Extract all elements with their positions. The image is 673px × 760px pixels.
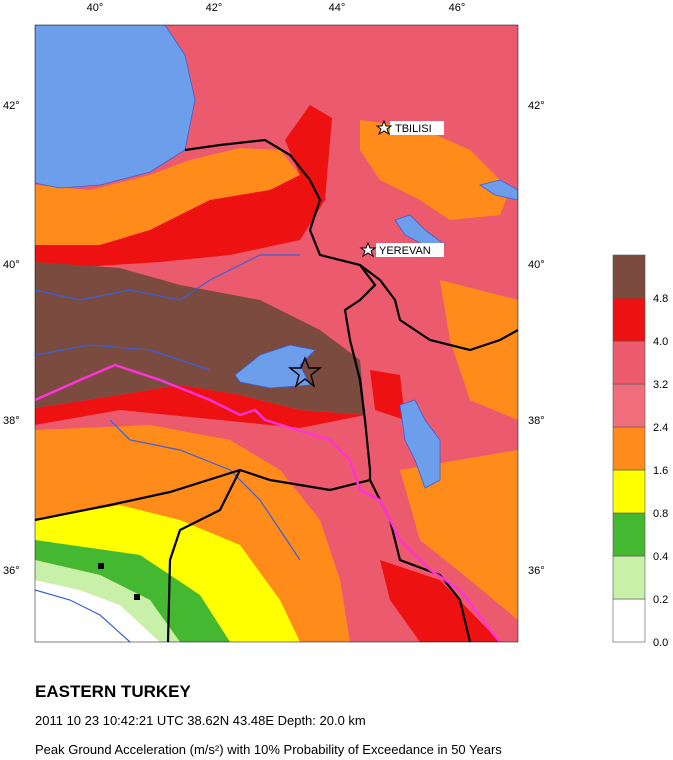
caption-event: 2011 10 23 10:42:21 UTC 38.62N 43.48E De… [35, 713, 366, 728]
legend-label: 0.4 [653, 551, 668, 563]
legend-label: 0.0 [653, 637, 668, 649]
legend-label: 2.4 [653, 422, 668, 434]
lat-label: 42° [528, 100, 545, 112]
river [35, 344, 211, 371]
black-sea [35, 25, 196, 189]
zone [360, 120, 510, 220]
lon-label: 46° [449, 2, 466, 14]
label-box [390, 121, 444, 135]
legend-swatch [612, 254, 646, 299]
legend-swatch [612, 426, 646, 471]
border [166, 469, 241, 642]
map-frame [34, 24, 519, 643]
legend-swatch [612, 512, 646, 557]
legend-swatch [612, 297, 646, 342]
zone [370, 370, 405, 420]
river [109, 419, 301, 561]
city-star [359, 241, 377, 258]
legend: 0.0 0.2 0.4 0.8 1.6 2.4 3.2 4.0 4.8 [612, 254, 668, 649]
lon-label: 42° [206, 2, 223, 14]
river [35, 589, 131, 642]
lat-label: 40° [3, 259, 20, 271]
city-label: YEREVAN [379, 245, 431, 257]
city-label: TBILISI [395, 123, 432, 135]
lake-urmia [399, 399, 441, 489]
zone [35, 560, 180, 642]
zone [35, 105, 332, 270]
zone [35, 580, 160, 642]
zone [400, 450, 518, 620]
caption-description: Peak Ground Acceleration (m/s²) with 10%… [35, 742, 502, 757]
epicenter [287, 356, 323, 388]
zone [35, 385, 365, 428]
caption-title: EASTERN TURKEY [35, 682, 192, 701]
lake-sevan [394, 214, 446, 249]
river [35, 254, 300, 301]
legend-swatch [612, 383, 646, 428]
legend-label: 3.2 [653, 379, 668, 391]
legend-swatch [612, 555, 646, 600]
label-box [376, 243, 444, 257]
lon-label: 40° [87, 2, 104, 14]
legend-label: 0.2 [653, 594, 668, 606]
zone [440, 280, 518, 420]
city-marker [134, 594, 140, 600]
lat-label: 36° [528, 565, 545, 577]
hazard-map: TBILISI YEREVAN [35, 25, 518, 642]
legend-label: 4.0 [653, 336, 668, 348]
city-marker [98, 563, 104, 569]
legend-label: 0.8 [653, 508, 668, 520]
zone [35, 148, 300, 245]
legend-swatch [612, 469, 646, 514]
lat-label: 36° [3, 565, 20, 577]
lake-van [234, 344, 316, 389]
lat-label: 40° [528, 259, 545, 271]
legend-swatch [612, 598, 646, 643]
lat-label: 42° [3, 100, 20, 112]
zone [35, 540, 230, 642]
lon-label: 44° [329, 2, 346, 14]
legend-label: 4.8 [653, 293, 668, 305]
legend-swatch [612, 340, 646, 385]
legend-label: 1.6 [653, 465, 668, 477]
zone [380, 560, 500, 642]
fault-line [35, 363, 501, 642]
border [359, 264, 518, 352]
city-star [375, 119, 393, 136]
lat-label: 38° [3, 415, 20, 427]
lat-label: 38° [528, 415, 545, 427]
caspian-sea [479, 179, 518, 201]
